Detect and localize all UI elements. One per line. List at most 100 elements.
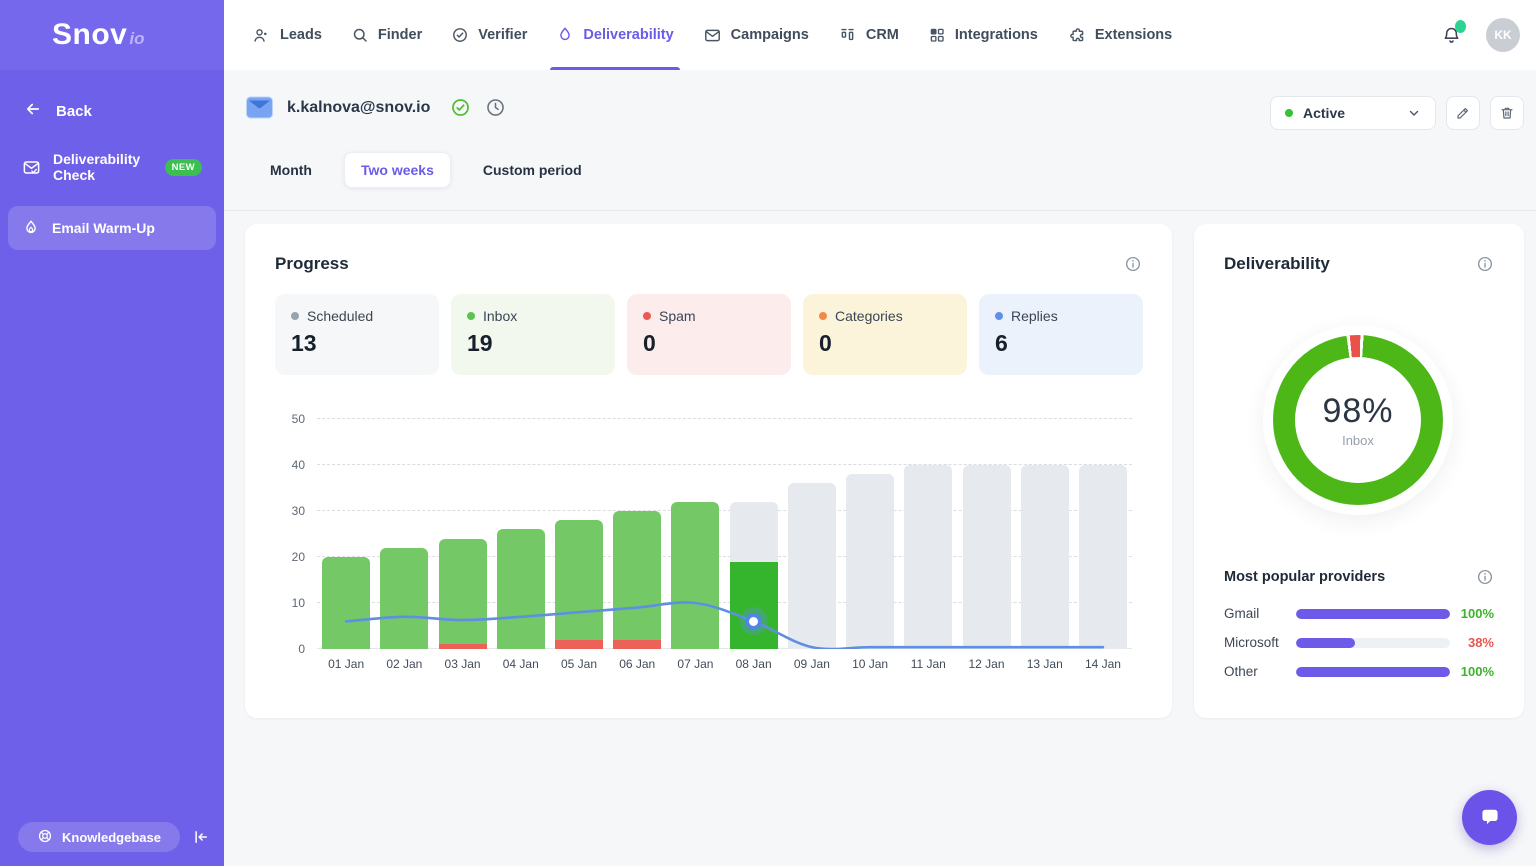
bar-segment	[729, 501, 778, 562]
provider-row-other: Other 100%	[1224, 657, 1494, 686]
chart-bar-slot	[433, 419, 491, 649]
bar-segment	[846, 474, 895, 649]
info-icon[interactable]	[1124, 255, 1142, 273]
chart-bar-slot	[666, 419, 724, 649]
deliverability-title: Deliverability	[1224, 254, 1330, 273]
x-tick-label: 14 Jan	[1084, 657, 1121, 671]
brand-suffix: io	[129, 29, 145, 48]
chart-bar-slot	[1016, 419, 1074, 649]
inbox-percent: 98%	[1322, 392, 1394, 430]
stat-dot	[643, 312, 651, 320]
stat-scheduled: Scheduled 13	[275, 294, 439, 375]
bar-segment	[729, 561, 778, 649]
chart-bar-slot	[1074, 419, 1132, 649]
bar-segment	[1078, 465, 1127, 649]
chart-bar-slot	[783, 419, 841, 649]
chat-launcher-button[interactable]	[1462, 790, 1517, 845]
arrow-left-icon	[24, 100, 42, 122]
gridline	[317, 418, 1132, 419]
x-tick-label: 07 Jan	[677, 657, 714, 671]
flame-icon	[556, 26, 574, 44]
sidebar-back-button[interactable]: Back	[0, 70, 224, 128]
new-badge: NEW	[164, 158, 202, 176]
y-tick-label: 40	[291, 458, 305, 472]
knowledgebase-button[interactable]: Knowledgebase	[18, 822, 180, 852]
nav-tab-deliverability[interactable]: Deliverability	[550, 0, 680, 70]
line-point-marker[interactable]	[739, 607, 768, 636]
nav-tab-extensions[interactable]: Extensions	[1067, 0, 1172, 70]
y-tick-label: 0	[298, 642, 305, 656]
tab-month[interactable]: Month	[270, 162, 312, 178]
providers-list: Gmail 100% Microsoft 38% Other 100%	[1224, 599, 1494, 686]
x-tick-label: 05 Jan	[560, 657, 597, 671]
user-avatar[interactable]: KK	[1486, 18, 1520, 52]
chart-bar-slot	[375, 419, 433, 649]
provider-percent: 38%	[1467, 635, 1494, 650]
sidebar-item-email-warm-up[interactable]: Email Warm-Up	[8, 206, 216, 250]
info-icon[interactable]	[1476, 255, 1494, 273]
nav-tab-leads[interactable]: Leads	[252, 0, 322, 70]
y-tick-label: 20	[291, 550, 305, 564]
bar-segment	[322, 557, 371, 649]
puzzle-icon	[1067, 26, 1086, 45]
nav-tab-label: Deliverability	[583, 27, 674, 43]
provider-bar-track	[1296, 637, 1450, 648]
stat-replies: Replies 6	[979, 294, 1143, 375]
x-tick-label: 06 Jan	[619, 657, 656, 671]
y-tick-label: 30	[291, 504, 305, 518]
sidebar-item-label: Email Warm-Up	[52, 220, 155, 236]
chart-bar-slot	[492, 419, 550, 649]
nav-tab-campaigns[interactable]: Campaigns	[703, 0, 809, 70]
deliverability-card: Deliverability 98% Inbox Most popular pr…	[1194, 224, 1524, 718]
chart-bar-scheduled	[846, 474, 895, 649]
nav-tab-finder[interactable]: Finder	[351, 0, 422, 70]
bar-segment	[496, 529, 545, 649]
provider-percent: 100%	[1460, 606, 1494, 621]
bar-segment	[1020, 465, 1069, 649]
provider-name: Other	[1224, 664, 1258, 679]
nav-tab-crm[interactable]: CRM	[838, 0, 899, 70]
status-dropdown[interactable]: Active	[1270, 96, 1436, 130]
sidebar-footer: Knowledgebase	[0, 822, 224, 852]
stat-dot	[995, 312, 1003, 320]
stat-label: Spam	[659, 308, 696, 324]
delete-button[interactable]	[1490, 96, 1524, 130]
chart-bar-scheduled	[1078, 465, 1127, 649]
progress-card: Progress Scheduled 13 Inbox 19 Spam 0 Categori…	[245, 224, 1172, 718]
edit-button[interactable]	[1446, 96, 1480, 130]
collapse-sidebar-icon[interactable]	[192, 828, 210, 846]
gridline	[317, 510, 1132, 511]
header-divider	[224, 210, 1536, 211]
info-icon[interactable]	[1476, 568, 1494, 586]
stat-spam: Spam 0	[627, 294, 791, 375]
x-tick-label: 01 Jan	[328, 657, 365, 671]
x-tick-label: 11 Jan	[910, 657, 946, 671]
chart-bar-scheduled	[787, 483, 836, 649]
sidebar-item-deliverability-check[interactable]: Deliverability Check NEW	[8, 138, 216, 196]
notifications-button[interactable]	[1441, 19, 1466, 46]
brand-logo[interactable]: Snov io	[0, 0, 224, 70]
x-tick-label: 04 Jan	[502, 657, 539, 671]
stat-value: 0	[819, 330, 832, 356]
chat-bubble-icon	[1481, 809, 1498, 824]
nav-tab-integrations[interactable]: Integrations	[928, 0, 1038, 70]
schedule-clock-icon[interactable]	[485, 97, 506, 118]
brand-name: Snov	[52, 18, 128, 51]
chart-bar-past	[380, 547, 429, 649]
y-tick-label: 10	[291, 596, 305, 610]
gridline	[317, 464, 1132, 465]
nav-tab-label: Leads	[280, 27, 322, 43]
tab-two-weeks[interactable]: Two weeks	[343, 152, 451, 188]
bar-segment	[904, 465, 953, 649]
bar-segment	[380, 547, 429, 649]
nav-tab-label: CRM	[865, 27, 899, 43]
provider-row-microsoft: Microsoft 38%	[1224, 628, 1494, 657]
nav-tab-verifier[interactable]: Verifier	[451, 0, 527, 70]
stat-dot	[467, 312, 475, 320]
nav-tab-label: Integrations	[954, 27, 1038, 43]
x-tick-label: 09 Jan	[793, 657, 830, 671]
notification-dot	[1455, 19, 1466, 33]
chart-bar-past	[671, 501, 720, 649]
tab-custom-period[interactable]: Custom period	[482, 162, 582, 178]
chart-bar-slot	[550, 419, 608, 649]
